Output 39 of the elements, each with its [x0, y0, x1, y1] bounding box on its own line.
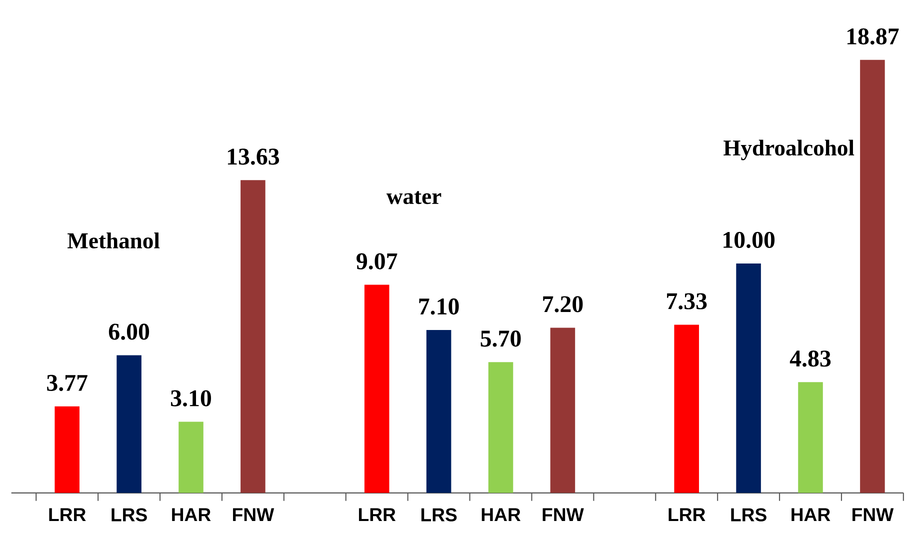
x-tick-label: HAR	[792, 508, 830, 522]
bar	[240, 180, 266, 493]
data-label: 9.07	[356, 253, 398, 270]
annotation: Methanol	[68, 232, 160, 248]
x-tick-label: FNW	[542, 508, 584, 522]
data-label: 7.10	[419, 298, 459, 315]
annotation: water	[386, 191, 442, 204]
x-tick-label: LRS	[421, 508, 457, 522]
bar	[178, 422, 204, 493]
x-tick-label: LRS	[112, 508, 147, 522]
x-tick-label: LRR	[49, 508, 86, 522]
bar	[798, 382, 823, 493]
x-tick-label: HAR	[172, 508, 211, 522]
bar	[674, 324, 699, 493]
bar	[488, 362, 514, 493]
x-tick-label: LRR	[668, 508, 706, 522]
x-tick-label: LRR	[358, 508, 396, 522]
bar	[54, 406, 80, 493]
data-label: 4.83	[790, 350, 831, 367]
x-tick-label: LRS	[731, 508, 766, 522]
data-label: 3.77	[47, 374, 88, 392]
data-label: 6.00	[108, 324, 150, 340]
bar	[426, 330, 452, 493]
data-label: 13.63	[228, 148, 280, 165]
data-label: 10.00	[724, 232, 775, 248]
bar	[860, 60, 885, 493]
data-label: 7.33	[667, 293, 707, 310]
data-label: 18.87	[847, 28, 899, 45]
x-tick-label: FNW	[233, 508, 274, 522]
data-label: 5.70	[480, 330, 521, 347]
data-label: 7.20	[543, 296, 583, 312]
x-tick-label: HAR	[482, 508, 521, 522]
data-label: 3.10	[170, 390, 212, 406]
bar	[736, 263, 761, 493]
x-tick-label: FNW	[852, 508, 894, 522]
bar	[364, 284, 390, 493]
annotation: Hydroalcohol	[724, 140, 854, 160]
bar	[116, 355, 142, 493]
bar	[550, 328, 576, 493]
